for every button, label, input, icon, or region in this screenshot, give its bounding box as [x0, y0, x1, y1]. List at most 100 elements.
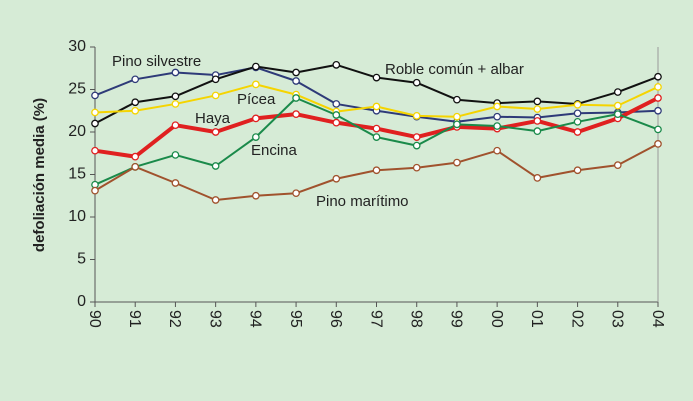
data-point — [211, 162, 220, 170]
x-tick-label: 03 — [609, 310, 626, 328]
data-point — [654, 140, 662, 148]
data-point — [252, 62, 260, 71]
data-point — [211, 128, 220, 136]
data-point — [211, 75, 220, 84]
data-point — [211, 91, 220, 100]
data-point — [91, 91, 99, 100]
data-point — [412, 112, 421, 120]
data-point — [332, 100, 341, 108]
x-tick-label: 92 — [166, 310, 183, 328]
data-point — [372, 73, 381, 82]
y-tick-label: 30 — [68, 38, 86, 55]
x-tick-label: 98 — [407, 310, 424, 328]
x-tick-label: 91 — [126, 310, 143, 328]
data-point — [131, 163, 140, 171]
series-label: Encina — [251, 142, 298, 159]
data-point — [211, 196, 220, 204]
data-point — [412, 78, 421, 87]
series-label: Haya — [195, 110, 231, 127]
data-point — [573, 109, 582, 118]
data-point — [171, 100, 180, 108]
data-point — [131, 75, 140, 84]
series-label: Pino marítimo — [316, 193, 409, 210]
y-tick-label: 15 — [68, 166, 86, 183]
data-point — [453, 158, 461, 167]
x-tick-label: 97 — [367, 310, 384, 328]
data-point — [573, 128, 582, 136]
x-tick-label: 04 — [649, 310, 666, 328]
data-point — [533, 97, 542, 106]
data-point — [613, 161, 622, 169]
data-point — [493, 122, 501, 130]
data-point — [91, 108, 99, 117]
data-point — [131, 152, 140, 161]
data-point — [252, 191, 260, 200]
data-point — [453, 112, 461, 121]
data-point — [573, 100, 582, 109]
data-point — [171, 92, 180, 101]
data-point — [493, 112, 501, 121]
data-point — [332, 174, 341, 183]
x-tick-label: 90 — [86, 310, 103, 328]
data-point — [412, 141, 421, 150]
data-point — [252, 80, 260, 89]
data-point — [613, 88, 622, 96]
data-point — [372, 166, 381, 175]
data-point — [453, 95, 461, 104]
data-point — [654, 94, 662, 102]
data-point — [171, 179, 180, 187]
data-point — [332, 111, 341, 119]
x-tick-label: 93 — [206, 310, 223, 328]
data-point — [252, 133, 260, 141]
data-point — [171, 121, 180, 130]
data-point — [332, 60, 341, 69]
x-tick-label: 02 — [568, 310, 585, 328]
y-tick-label: 5 — [77, 251, 86, 268]
data-point — [533, 174, 542, 182]
data-point — [131, 106, 140, 115]
data-point — [613, 110, 622, 119]
data-point — [292, 94, 300, 102]
data-point — [533, 117, 542, 125]
data-point — [573, 166, 582, 175]
data-point — [372, 102, 381, 111]
data-point — [131, 98, 140, 107]
data-point — [171, 151, 180, 159]
data-point — [292, 189, 300, 198]
data-point — [493, 102, 501, 111]
data-point — [573, 117, 582, 126]
y-tick-label: 0 — [77, 293, 86, 310]
x-tick-label: 00 — [488, 310, 505, 328]
data-point — [292, 68, 300, 77]
data-point — [372, 133, 381, 141]
data-point — [654, 72, 662, 81]
y-tick-label: 10 — [68, 208, 86, 225]
y-axis-title: defoliación media (%) — [31, 98, 48, 252]
data-point — [654, 125, 662, 134]
x-tick-label: 01 — [528, 310, 545, 328]
data-point — [91, 186, 99, 195]
data-point — [613, 101, 622, 110]
x-tick-label: 99 — [448, 310, 465, 328]
x-tick-label: 95 — [287, 310, 304, 328]
x-tick-label: 96 — [327, 310, 344, 328]
x-tick-label: 94 — [247, 310, 264, 328]
data-point — [252, 114, 260, 123]
data-point — [372, 124, 381, 133]
data-point — [292, 77, 300, 85]
data-point — [412, 163, 421, 172]
y-tick-label: 20 — [68, 123, 86, 140]
data-point — [453, 120, 461, 129]
data-point — [654, 83, 662, 91]
data-point — [412, 133, 421, 141]
data-point — [533, 127, 542, 135]
data-point — [91, 119, 99, 128]
data-point — [91, 146, 99, 155]
series-label: Roble común + albar — [385, 61, 524, 78]
data-point — [533, 105, 542, 113]
data-point — [171, 68, 180, 77]
data-point — [332, 118, 341, 127]
series-label: Pino silvestre — [112, 53, 201, 70]
data-point — [493, 146, 501, 155]
